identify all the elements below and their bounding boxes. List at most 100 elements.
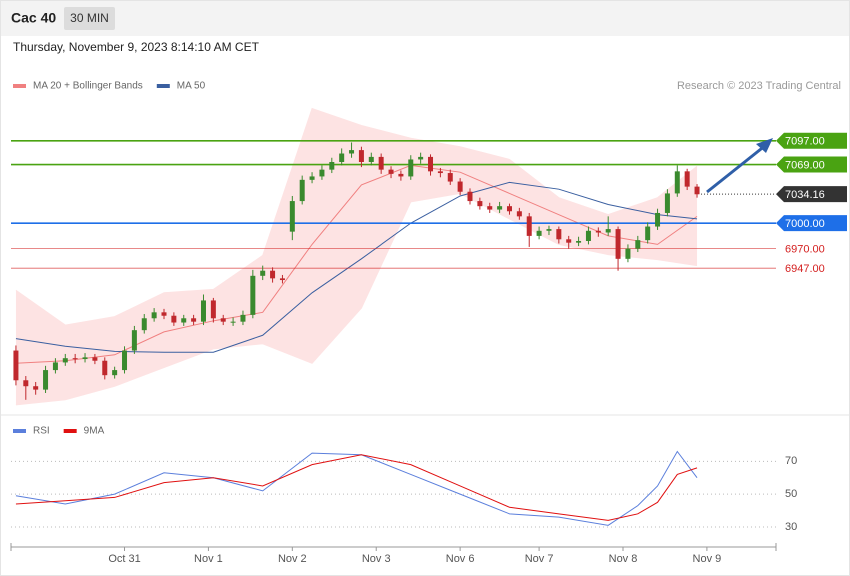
candle-body: [279, 278, 285, 281]
candle-body: [191, 318, 197, 322]
bollinger-upper: [15, 107, 698, 326]
candle-body: [270, 270, 276, 279]
candle-body: [467, 191, 473, 202]
candle-body: [368, 156, 374, 162]
candle-body: [536, 230, 542, 236]
level-label: 6947.00: [785, 263, 825, 275]
level-label: 7097.00: [785, 136, 825, 148]
candle-body: [516, 211, 522, 217]
level-label: 6970.00: [785, 244, 825, 256]
candle-body: [497, 206, 503, 210]
candle-body: [260, 270, 266, 276]
rsi-panel: RSI 9MA 30 50 70 Oct 31 Nov 1 Nov 2 Nov 3 Nov 6 No…: [10, 426, 797, 565]
candle-body: [112, 370, 118, 376]
legend-label: 9MA: [84, 426, 105, 437]
candle-body: [220, 318, 226, 322]
x-tick-label: Oct 31: [108, 553, 140, 565]
candle-body: [556, 229, 562, 240]
candle-body: [23, 380, 29, 387]
candle-body: [418, 156, 424, 160]
candle-body: [339, 153, 345, 162]
interval[interactable]: 30 MIN: [70, 11, 109, 25]
candle-body: [694, 186, 700, 195]
candle-body: [200, 300, 206, 322]
level-tag: [776, 215, 847, 232]
forecast-arrow: [706, 143, 767, 194]
ma-line: [15, 164, 698, 364]
candle-body: [437, 171, 443, 174]
candle-body: [82, 357, 88, 360]
candle-body: [408, 159, 414, 177]
candle-body: [309, 176, 315, 180]
candle-body: [299, 179, 305, 202]
x-tick-label: Nov 1: [194, 553, 223, 565]
candle-body: [546, 229, 552, 231]
candle-body: [358, 150, 364, 162]
candle-body: [171, 315, 177, 323]
candle-body: [33, 386, 39, 390]
indicator-line: [15, 450, 698, 526]
candle-body: [615, 229, 621, 259]
x-tick-label: Nov 2: [278, 553, 307, 565]
y-tick-label: 70: [785, 455, 797, 467]
x-tick-label: Nov 8: [609, 553, 638, 565]
level-label: 7034.16: [785, 189, 825, 201]
candle-body: [210, 300, 216, 319]
candle-body: [230, 321, 236, 323]
legend-label: RSI: [33, 426, 50, 437]
legend-label: MA 20 + Bollinger Bands: [33, 81, 143, 92]
candle-body: [487, 206, 493, 210]
interval-box[interactable]: [64, 7, 115, 30]
level-tag: [776, 186, 847, 203]
candle-body: [349, 150, 355, 154]
legend-label: MA 50: [177, 81, 206, 92]
level-tag: [776, 132, 847, 149]
candle-body: [635, 240, 641, 249]
candle-body: [13, 350, 19, 381]
legend-swatch: [13, 429, 26, 433]
candle-body: [566, 239, 572, 243]
candle-body: [447, 173, 453, 182]
y-tick-label: 50: [785, 488, 797, 500]
candle-body: [92, 357, 98, 361]
candle-body: [181, 318, 187, 323]
candle-body: [625, 248, 631, 259]
candle-body: [378, 156, 384, 170]
candle-body: [388, 169, 394, 174]
candle-body: [655, 212, 661, 227]
candle-body: [645, 226, 651, 241]
candle-body: [329, 162, 335, 170]
price-panel: MA 20 + Bollinger Bands MA 50 7097.00 7069.…: [11, 81, 847, 406]
bollinger-fill: [15, 108, 698, 405]
candle-body: [605, 229, 611, 233]
candle-body: [43, 370, 49, 390]
candle-body: [428, 156, 434, 172]
candle-body: [161, 312, 167, 316]
x-tick-label: Nov 7: [525, 553, 554, 565]
candle-body: [684, 171, 690, 187]
legend-swatch: [63, 429, 77, 433]
candle-body: [72, 358, 78, 360]
candle-body: [526, 216, 532, 236]
legend-swatch: [156, 84, 170, 88]
header-bar: [1, 1, 849, 36]
candle-body: [289, 201, 295, 232]
candle-body: [477, 201, 483, 207]
x-tick-label: Nov 9: [693, 553, 722, 565]
candle-body: [664, 193, 670, 213]
candle-body: [151, 312, 157, 319]
candle-body: [595, 230, 601, 233]
candle-body: [122, 350, 128, 371]
forecast-arrow-head: [756, 138, 773, 153]
x-tick-label: Nov 3: [362, 553, 391, 565]
candle-body: [62, 358, 68, 363]
legend-swatch: [13, 84, 26, 88]
ma-line: [15, 181, 698, 353]
candle-body: [506, 206, 512, 212]
candle-body: [102, 360, 108, 376]
candle-body: [457, 181, 463, 192]
symbol: Cac 40: [11, 10, 56, 26]
candle-body: [141, 318, 147, 331]
candle-body: [250, 275, 256, 315]
